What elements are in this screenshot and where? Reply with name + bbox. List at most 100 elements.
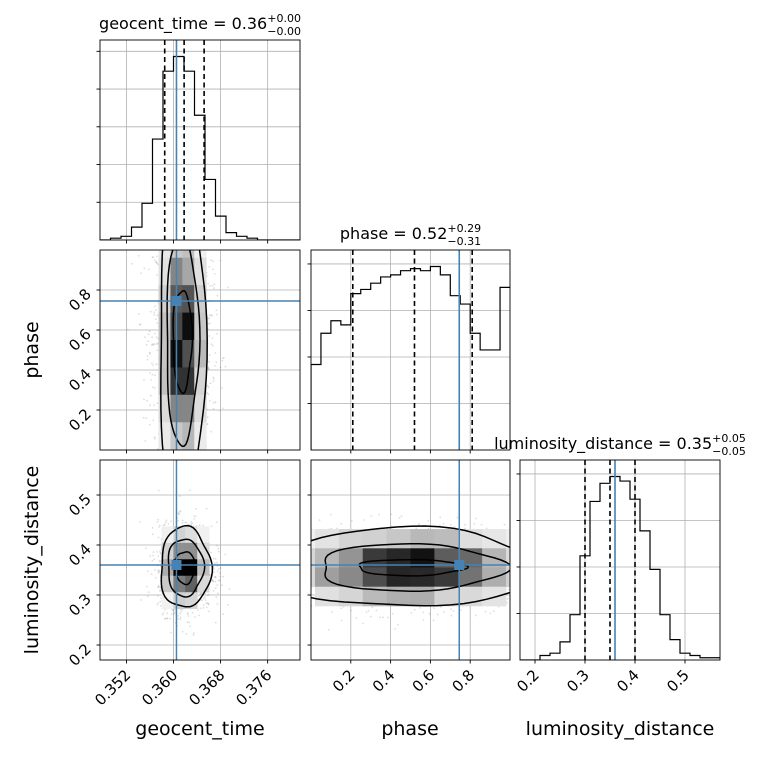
sample-point <box>154 387 156 389</box>
sample-point <box>151 256 154 259</box>
density-cell <box>173 542 186 560</box>
sample-point <box>147 340 150 342</box>
sample-point <box>165 519 168 522</box>
sample-point <box>211 284 214 287</box>
density-cell <box>386 567 411 588</box>
histogram-title-phase: phase = 0.52+0.29 <box>340 222 481 243</box>
sample-point <box>187 612 189 614</box>
sample-point <box>194 515 197 518</box>
density-cell <box>362 567 388 588</box>
sample-point <box>170 631 173 634</box>
sample-point <box>152 364 155 367</box>
density-cell <box>197 575 210 593</box>
y-axis-label-phase: phase <box>21 321 43 378</box>
sample-point <box>202 604 205 606</box>
sample-point <box>158 570 161 573</box>
sample-point <box>151 373 154 376</box>
sample-point <box>144 440 147 442</box>
sample-point <box>186 621 189 623</box>
sample-point <box>156 322 159 324</box>
sample-point <box>318 519 321 522</box>
sample-point <box>180 610 182 613</box>
sample-point <box>208 314 211 317</box>
sample-point <box>221 584 223 587</box>
sample-point <box>474 517 477 520</box>
sample-point <box>217 547 220 550</box>
sample-point <box>179 509 182 512</box>
sample-point <box>205 606 208 609</box>
sample-point <box>137 254 140 257</box>
sample-point <box>216 584 219 586</box>
y-tick-label: 0.3 <box>65 590 95 620</box>
sample-point <box>201 599 204 601</box>
histogram-title-minus: −0.00 <box>267 25 301 38</box>
sample-point <box>397 623 399 626</box>
sample-point <box>484 610 487 613</box>
sample-point <box>427 519 430 522</box>
truth-marker <box>171 296 182 306</box>
sample-point <box>212 589 215 592</box>
sample-point <box>207 322 210 325</box>
sample-point <box>192 632 195 634</box>
sample-point <box>375 609 378 612</box>
sample-point <box>493 610 495 613</box>
sample-point <box>218 579 221 582</box>
sample-point <box>155 577 157 579</box>
sample-point <box>149 555 152 558</box>
sample-point <box>151 343 154 346</box>
contour-line <box>172 290 194 395</box>
sample-point <box>181 608 184 611</box>
sample-point <box>193 515 195 517</box>
sample-point <box>452 610 455 612</box>
sample-point <box>214 401 217 404</box>
sample-point <box>179 612 182 615</box>
density-cell <box>311 548 316 568</box>
sample-point <box>340 522 343 525</box>
sample-point <box>214 352 217 354</box>
sample-point <box>130 263 133 265</box>
sample-point <box>139 521 141 523</box>
sample-point <box>214 558 217 560</box>
sample-point <box>206 416 209 419</box>
sample-point <box>142 416 145 419</box>
sample-point <box>148 423 151 426</box>
sample-point <box>162 612 165 614</box>
sample-point <box>189 489 192 491</box>
sample-point <box>154 332 156 335</box>
sample-point <box>153 343 156 345</box>
sample-point <box>200 592 202 595</box>
sample-point <box>217 568 220 570</box>
sample-point <box>213 287 215 289</box>
sample-point <box>210 343 213 345</box>
sample-point <box>210 259 213 261</box>
sample-point <box>355 617 358 619</box>
sample-point <box>351 520 353 522</box>
density-cell <box>338 548 364 568</box>
sample-point <box>208 266 211 268</box>
sample-point <box>162 524 165 527</box>
sample-point <box>474 614 477 617</box>
sample-point <box>159 605 162 607</box>
sample-point <box>156 521 159 523</box>
sample-point <box>159 552 162 555</box>
x-tick-label: 0.2 <box>329 666 359 696</box>
sample-point <box>170 520 172 523</box>
sample-point <box>210 551 213 554</box>
sample-point <box>181 521 184 524</box>
sample-point <box>157 585 160 587</box>
sample-point <box>145 547 147 550</box>
sample-point <box>208 368 210 371</box>
density-cell <box>434 567 459 588</box>
sample-point <box>217 550 220 553</box>
sample-point <box>157 572 160 574</box>
sample-point <box>215 309 218 312</box>
2d-frame-lumdist-phase <box>310 459 511 661</box>
sample-point <box>153 558 156 561</box>
contour-line <box>358 558 470 577</box>
density-cell <box>338 567 364 588</box>
x-tick-label: 0.376 <box>232 666 275 709</box>
sample-point <box>188 621 191 624</box>
sample-point <box>219 366 222 369</box>
y-tick-label: 0.2 <box>65 640 95 670</box>
sample-point <box>342 605 345 608</box>
